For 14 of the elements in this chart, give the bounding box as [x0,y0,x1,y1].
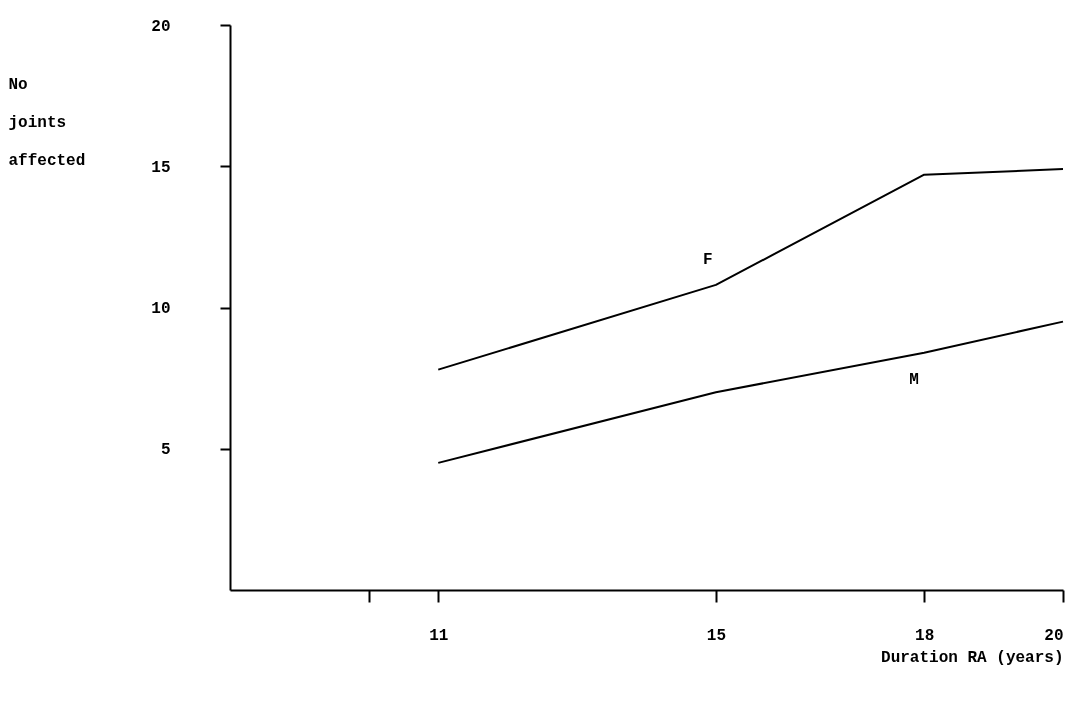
y-tick-label: 5 [160,441,171,460]
series-label: M [909,370,919,389]
x-tick-label: 20 [1044,626,1064,645]
series-label: F [703,250,713,269]
y-tick-label: 10 [151,300,171,318]
y-tick-label: 20 [151,17,171,36]
line-series [437,168,1064,371]
line-series [437,320,1064,464]
text: No joints affected [8,75,86,170]
y-tick-label: 15 [151,158,171,177]
x-tick-label: 18 [915,626,935,645]
x-tick-label: 15 [706,626,727,645]
x-tick-label: 11 [429,626,449,645]
x-axis-title: Duration RA (years) [881,648,1064,667]
